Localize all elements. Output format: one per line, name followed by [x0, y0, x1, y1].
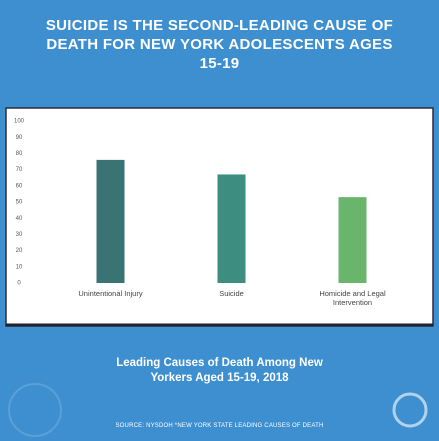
chart-title: SUICIDE IS THE SECOND-LEADING CAUSE OF D…	[45, 17, 394, 72]
y-tick-label: 60	[16, 183, 23, 189]
y-tick-label: 70	[16, 167, 23, 173]
bar	[338, 197, 367, 283]
y-tick-label: 20	[16, 248, 23, 254]
y-tick-label: 30	[16, 232, 23, 238]
bar	[96, 159, 125, 283]
chart-subtitle: Leading Causes of Death Among New Yorker…	[116, 357, 323, 384]
y-tick-label: 10	[16, 264, 23, 270]
y-tick-label: 80	[16, 151, 23, 157]
y-tick-label: 100	[14, 119, 25, 125]
x-tick-label: Suicide	[219, 289, 244, 298]
y-tick-label: 50	[16, 200, 23, 206]
decoration	[8, 383, 62, 437]
x-tick-label-box: Suicide	[219, 289, 244, 298]
y-tick-label: 90	[16, 135, 23, 141]
x-tick-label-box: Homicide and Legal Intervention	[319, 289, 386, 307]
y-tick-label: 0	[17, 281, 21, 287]
bar	[217, 174, 246, 283]
logo	[392, 392, 428, 428]
source-note: SOURCE: NYSDOH *NEW YORK STATE LEADING C…	[115, 423, 324, 429]
y-tick-label: 40	[16, 216, 23, 222]
x-tick-label: Homicide and Legal Intervention	[319, 289, 386, 307]
x-tick-label: Unintentional Injury	[78, 289, 143, 298]
x-tick-label-box: Unintentional Injury	[78, 289, 143, 298]
